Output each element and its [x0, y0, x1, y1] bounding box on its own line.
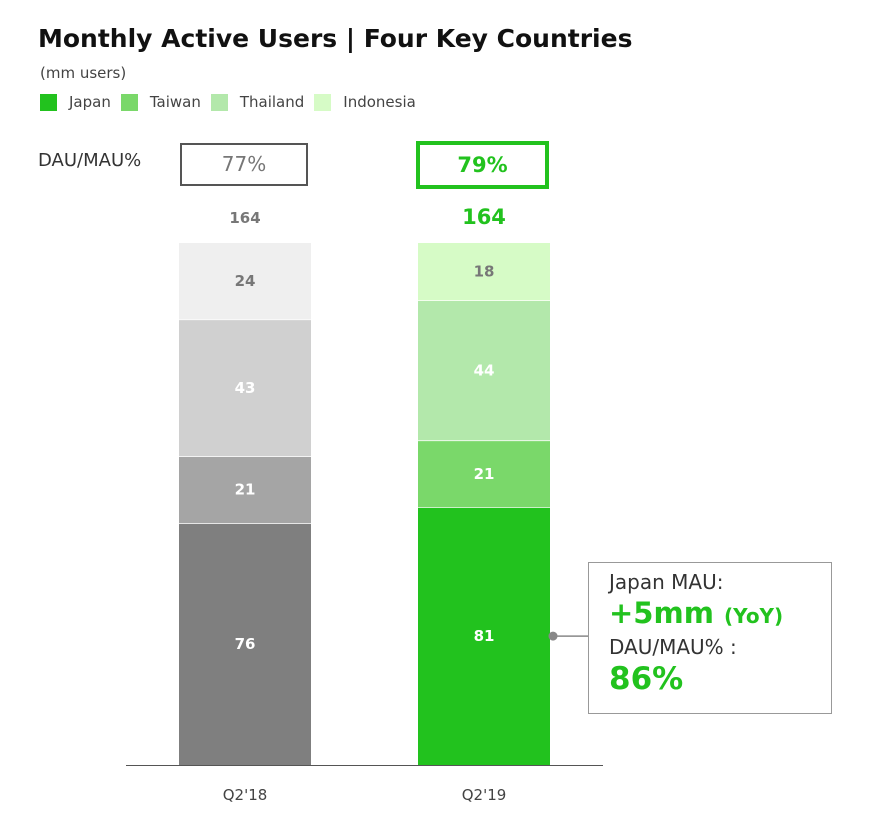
legend-label-taiwan: Taiwan: [149, 93, 201, 111]
category-label-q219: Q2'19: [462, 786, 507, 804]
data-label-thailand-q218: 43: [235, 379, 256, 397]
legend-item-taiwan: Taiwan: [120, 93, 201, 111]
data-label-indonesia-q219: 18: [474, 263, 495, 281]
bar-segment-japan-q219: [418, 507, 550, 765]
dau-mau-label: DAU/MAU%: [38, 150, 142, 171]
legend-label-japan: Japan: [69, 93, 111, 111]
bar-segment-taiwan-q218: [179, 456, 311, 524]
legend-item-thailand: Thailand: [210, 93, 305, 111]
callout-mau-change: +5mm (YoY): [609, 595, 831, 634]
data-label-japan-q219: 81: [474, 627, 495, 645]
japan-callout-box: Japan MAU: +5mm (YoY) DAU/MAU% : 86%: [588, 562, 832, 714]
bar-segment-taiwan-q219: [418, 440, 550, 508]
legend-label-thailand: Thailand: [239, 93, 305, 111]
legend: Japan Taiwan Thailand Indonesia: [40, 93, 426, 111]
legend-item-indonesia: Indonesia: [314, 93, 416, 111]
callout-mau-change-value: +5mm: [609, 596, 714, 630]
callout-japan-mau-label: Japan MAU:: [609, 570, 724, 594]
bar-segment-indonesia-q219: [418, 243, 550, 301]
legend-swatch-thailand: [210, 93, 228, 111]
data-label-taiwan-q218: 21: [235, 481, 256, 499]
chart-subtitle: (mm users): [40, 64, 127, 82]
legend-swatch-indonesia: [314, 93, 332, 111]
data-label-japan-q218: 76: [235, 635, 256, 653]
legend-swatch-taiwan: [120, 93, 138, 111]
callout-yoy-label: (YoY): [724, 604, 784, 628]
chart-title: Monthly Active Users | Four Key Countrie…: [38, 24, 633, 53]
dau-mau-box-q218: 77%: [180, 143, 308, 186]
data-label-taiwan-q219: 21: [474, 465, 495, 483]
bar-segment-thailand-q219: [418, 300, 550, 441]
data-label-indonesia-q218: 24: [235, 272, 256, 290]
callout-connector-dot: [548, 631, 558, 641]
legend-item-japan: Japan: [40, 93, 111, 111]
legend-swatch-japan: [40, 93, 57, 111]
total-label-q219: 164: [462, 205, 506, 229]
bar-segment-japan-q218: [179, 523, 311, 765]
callout-dau-mau-value: 86%: [609, 661, 684, 697]
dau-mau-box-q219: 79%: [416, 141, 549, 189]
total-label-q218: 164: [229, 209, 260, 227]
callout-dau-mau-label: DAU/MAU% :: [609, 635, 737, 659]
bar-segment-indonesia-q218: [179, 243, 311, 320]
category-label-q218: Q2'18: [223, 786, 268, 804]
legend-label-indonesia: Indonesia: [343, 93, 416, 111]
bar-segment-thailand-q218: [179, 319, 311, 457]
data-label-thailand-q219: 44: [474, 361, 495, 379]
